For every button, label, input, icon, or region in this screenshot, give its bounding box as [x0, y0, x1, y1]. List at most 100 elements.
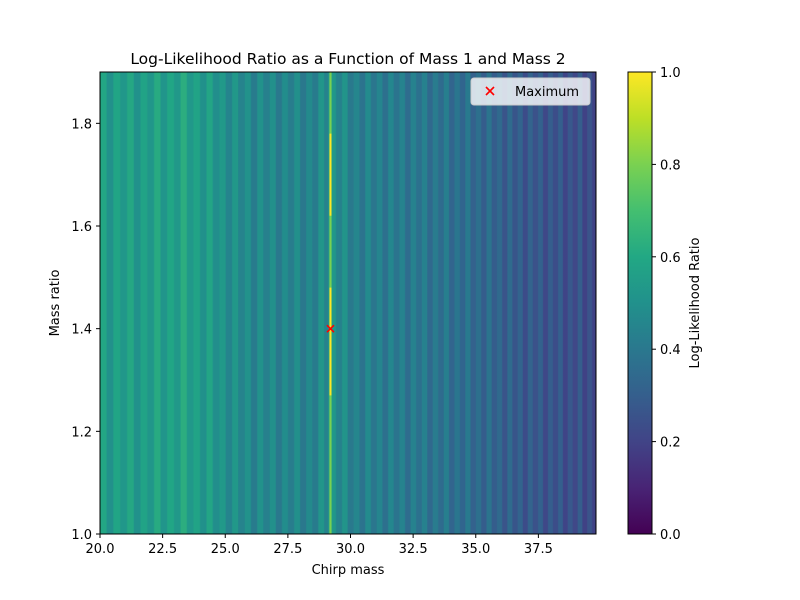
heatmap-stripe — [180, 72, 187, 534]
heatmap-stripe — [592, 72, 596, 534]
heatmap-stripe — [353, 72, 360, 534]
heatmap-stripe — [226, 72, 232, 534]
legend-label: Maximum — [515, 85, 579, 100]
heatmap-stripe — [438, 72, 444, 534]
heatmap-stripe — [582, 72, 588, 534]
heatmap-stripe — [405, 72, 411, 534]
heatmap-stripe — [306, 72, 312, 534]
heatmap-stripe — [399, 72, 405, 534]
legend: Maximum — [470, 77, 591, 106]
plot-frame — [99, 71, 597, 535]
heatmap-stripe — [206, 72, 213, 534]
heatmap-stripe — [365, 72, 371, 534]
heatmap-stripe — [359, 72, 365, 534]
heatmap-stripe — [371, 72, 377, 534]
colorbar-tick-label: 1.0 — [660, 66, 681, 81]
x-tick-label: 25.0 — [211, 542, 240, 557]
peak-ridge — [327, 72, 333, 534]
heatmap-stripe — [470, 72, 476, 534]
x-tick-label: 27.5 — [273, 542, 302, 557]
heatmap-stripe — [232, 72, 239, 534]
heatmap-stripe — [336, 72, 342, 534]
heatmap-stripe — [251, 72, 257, 534]
heatmap-stripe — [507, 72, 513, 534]
heatmap-stripe — [200, 72, 207, 534]
ridge-peak-upper — [329, 133, 332, 216]
heatmap-stripe — [382, 72, 388, 534]
y-axis-label: Mass ratio — [48, 270, 63, 337]
colorbar-tick-label: 0.4 — [660, 343, 681, 358]
heatmap-stripe — [348, 72, 354, 534]
heatmap-stripe — [257, 72, 264, 534]
heatmap-stripe — [568, 72, 573, 534]
colorbar-tick-label: 0.2 — [660, 436, 681, 451]
colorbar-tick-label: 0.8 — [660, 158, 681, 173]
heatmap-stripe — [517, 72, 523, 534]
heatmap-stripe — [543, 72, 548, 534]
heatmap-stripe — [288, 72, 294, 534]
heatmap-stripe — [342, 72, 348, 534]
heatmap-stripe — [318, 72, 324, 534]
x-tick-label: 35.0 — [461, 542, 490, 557]
y-axis: 1.0 1.2 1.4 1.6 1.8 — [71, 117, 100, 543]
heatmap-stripe — [481, 72, 487, 534]
colorbar-tick-label: 0.0 — [660, 528, 681, 543]
legend-box — [470, 77, 591, 106]
heatmap-stripe — [312, 72, 318, 534]
heatmap-stripe — [454, 72, 460, 534]
heatmap-stripe — [282, 72, 288, 534]
heatmap-stripe — [276, 72, 282, 534]
colorbar-axis: 0.0 0.2 0.4 0.6 0.8 1.0 — [652, 66, 681, 543]
y-tick-label: 1.2 — [71, 425, 92, 440]
y-tick-label: 1.4 — [71, 323, 92, 338]
legend-marker-x-icon — [485, 86, 495, 96]
heatmap-stripe — [416, 72, 422, 534]
heatmap-stripe — [427, 72, 433, 534]
heatmap-stripe — [512, 72, 518, 534]
heatmap-stripe — [127, 72, 134, 534]
heatmap-stripe — [113, 72, 120, 534]
heatmap-stripe — [410, 72, 416, 534]
heatmap-stripe — [572, 72, 578, 534]
heatmap-stripe — [376, 72, 383, 534]
heatmap-plot-area — [100, 72, 596, 534]
heatmap-stripe — [563, 72, 568, 534]
heatmap-stripe — [187, 72, 194, 534]
heatmap-stripe — [497, 72, 502, 534]
x-tick-label: 20.0 — [86, 542, 115, 557]
x-tick-label: 37.5 — [524, 542, 553, 557]
heatmap-stripe — [476, 72, 481, 534]
heatmap-stripe — [449, 72, 455, 534]
heatmap-stripe — [422, 72, 427, 534]
heatmap-stripe — [263, 72, 270, 534]
heatmap-stripe — [106, 72, 114, 534]
heatmap-stripe — [528, 72, 533, 534]
y-tick-label: 1.8 — [71, 117, 92, 132]
x-tick-label: 22.5 — [148, 542, 177, 557]
heatmap-stripe — [548, 72, 553, 534]
heatmap-stripe — [388, 72, 394, 534]
colorbar-label: Log-Likelihood Ratio — [688, 237, 703, 368]
heatmap-stripe — [465, 72, 471, 534]
x-tick-label: 32.5 — [399, 542, 428, 557]
heatmap-stripe — [587, 72, 592, 534]
heatmap-stripe — [433, 72, 438, 534]
heatmap-stripe — [160, 72, 167, 534]
heatmap-stripe — [140, 72, 147, 534]
x-axis-label: Chirp mass — [312, 563, 385, 578]
heatmap-stripe — [238, 72, 245, 534]
heatmap-stripe — [443, 72, 449, 534]
heatmap-stripe — [538, 72, 543, 534]
heatmap-stripes — [100, 72, 596, 534]
heatmap-stripe — [244, 72, 251, 534]
heatmap-stripe — [522, 72, 528, 534]
heatmap-stripe — [154, 72, 161, 534]
heatmap-stripe — [394, 72, 400, 534]
colorbar — [627, 71, 653, 535]
heatmap-stripe — [558, 72, 563, 534]
y-tick-label: 1.0 — [71, 528, 92, 543]
heatmap-stripe — [269, 72, 276, 534]
chart-title: Log-Likelihood Ratio as a Function of Ma… — [130, 50, 565, 68]
heatmap-stripe — [324, 72, 330, 534]
heatmap-stripe — [213, 72, 219, 534]
